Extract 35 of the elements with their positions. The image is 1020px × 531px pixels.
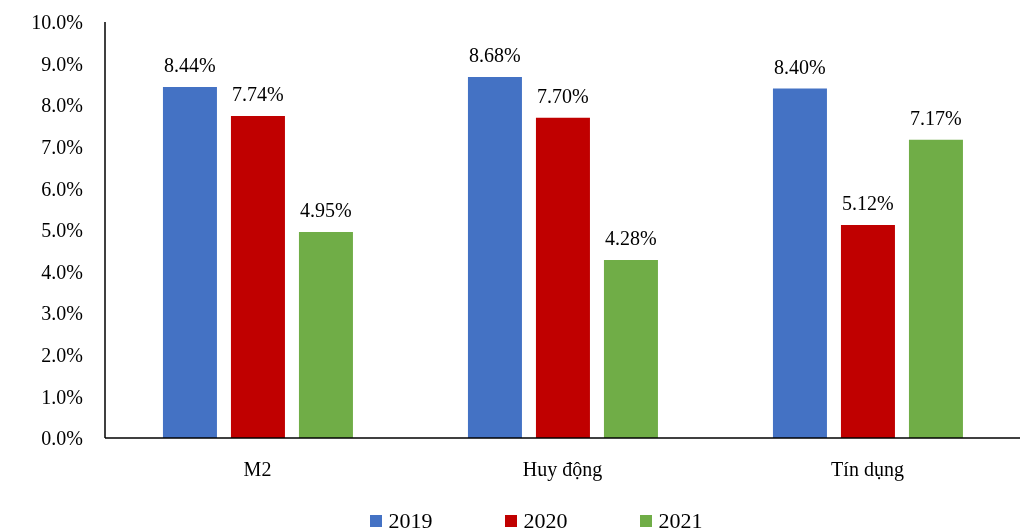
- bar: [772, 88, 827, 438]
- bar: [467, 76, 522, 438]
- y-tick-label: 0.0%: [41, 427, 83, 450]
- y-tick-label: 5.0%: [41, 219, 83, 242]
- y-tick-label: 1.0%: [41, 385, 83, 408]
- data-label: 7.70%: [537, 84, 589, 107]
- bar: [298, 232, 353, 438]
- x-tick-label: M2: [243, 458, 272, 481]
- data-label: 7.17%: [910, 106, 962, 129]
- bar: [230, 116, 285, 438]
- data-label: 8.68%: [469, 43, 521, 66]
- data-label: 4.95%: [300, 199, 352, 222]
- bar: [840, 225, 895, 438]
- y-tick-label: 10.0%: [31, 11, 83, 34]
- bar: [162, 86, 217, 438]
- y-tick-label: 9.0%: [41, 52, 83, 75]
- bar: [603, 259, 658, 438]
- bar: [908, 139, 963, 438]
- data-label: 4.28%: [605, 226, 657, 249]
- data-label: 5.12%: [842, 192, 894, 215]
- x-tick-label: Tín dụng: [831, 458, 904, 482]
- legend-label: 2019: [388, 508, 433, 531]
- y-tick-label: 6.0%: [41, 177, 83, 200]
- data-label: 8.40%: [774, 55, 826, 78]
- y-tick-label: 2.0%: [41, 343, 83, 366]
- bar: [535, 117, 590, 438]
- y-tick-label: 4.0%: [41, 260, 83, 283]
- y-tick-label: 3.0%: [41, 302, 83, 325]
- data-label: 8.44%: [164, 53, 216, 76]
- legend-label: 2021: [658, 508, 703, 531]
- x-tick-label: Huy động: [522, 458, 603, 482]
- y-tick-label: 8.0%: [41, 94, 83, 117]
- y-tick-label: 7.0%: [41, 135, 83, 158]
- legend-label: 2020: [523, 508, 568, 531]
- data-label: 7.74%: [232, 83, 284, 106]
